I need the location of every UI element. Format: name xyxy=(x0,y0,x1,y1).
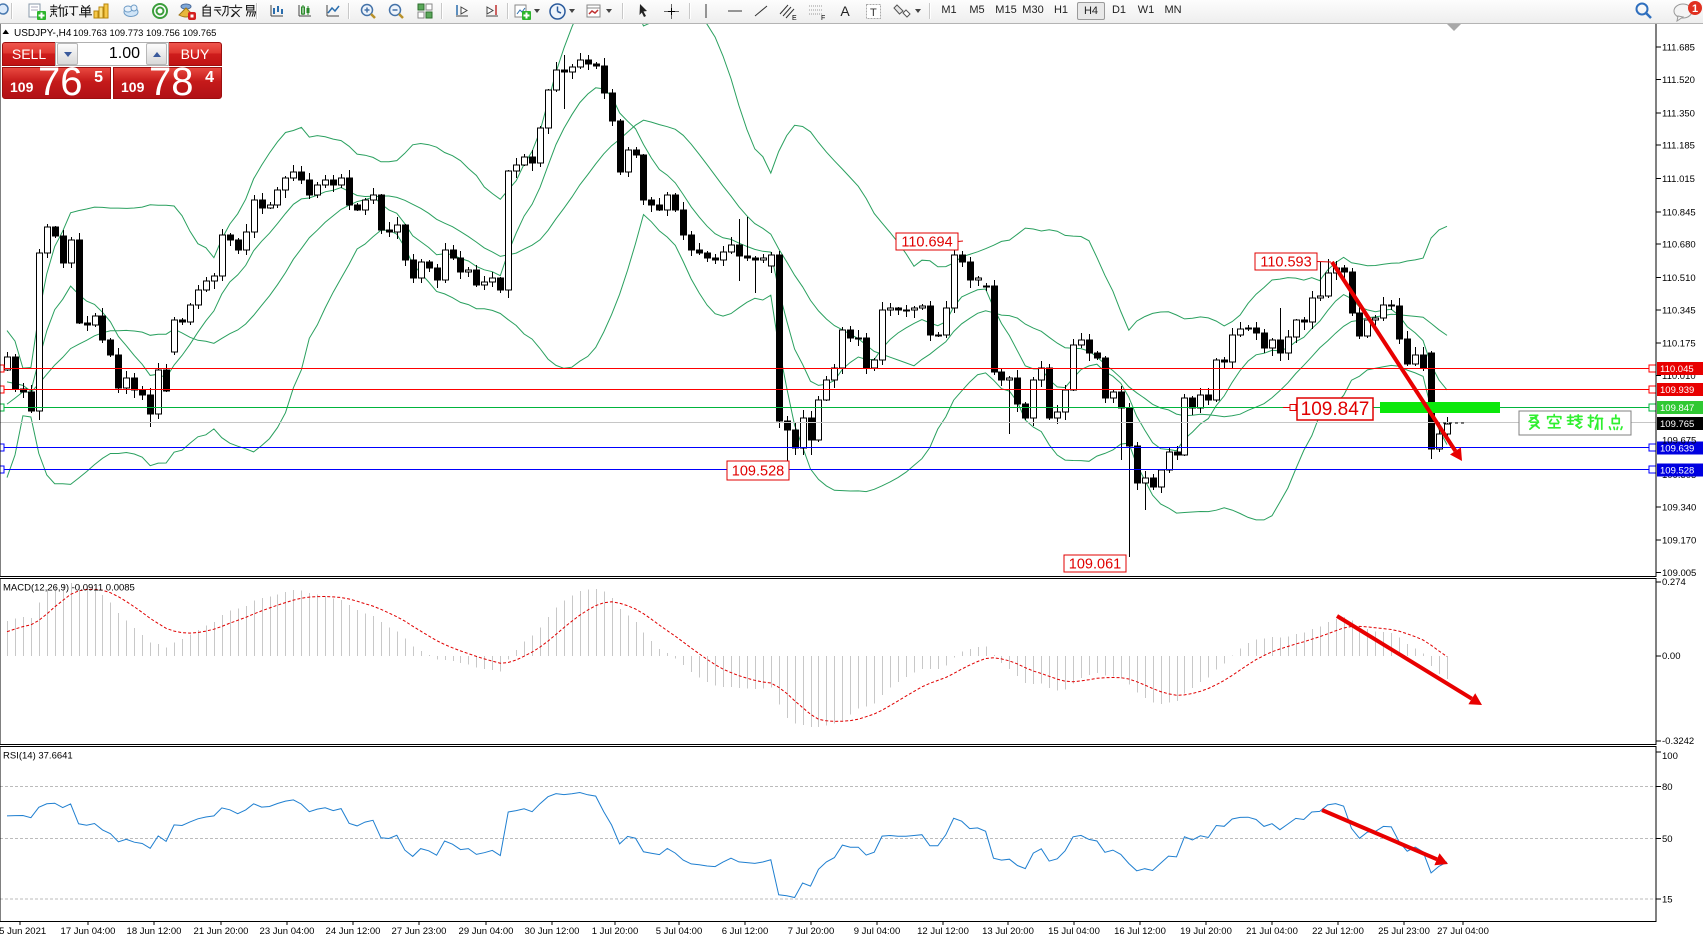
svg-text:0.274: 0.274 xyxy=(1662,577,1686,588)
svg-text:109.528: 109.528 xyxy=(732,464,784,480)
svg-text:109.170: 109.170 xyxy=(1662,536,1696,547)
svg-text:110.010: 110.010 xyxy=(1662,371,1696,382)
svg-text:111.185: 111.185 xyxy=(1662,141,1695,152)
svg-text:1 Jul 20:00: 1 Jul 20:00 xyxy=(592,926,638,937)
svg-text:109.939: 109.939 xyxy=(1660,385,1694,396)
svg-text:7 Jul 20:00: 7 Jul 20:00 xyxy=(788,926,834,937)
svg-text:27 Jun 23:00: 27 Jun 23:00 xyxy=(392,926,447,937)
svg-text:111.520: 111.520 xyxy=(1662,75,1695,86)
svg-text:50: 50 xyxy=(1662,834,1673,845)
svg-text:111.685: 111.685 xyxy=(1662,43,1695,54)
svg-text:109.675: 109.675 xyxy=(1662,436,1696,447)
svg-text:-0.3242: -0.3242 xyxy=(1662,736,1694,747)
svg-text:109.763 109.773 109.756 109.76: 109.763 109.773 109.756 109.765 xyxy=(73,27,216,38)
svg-text:109.639: 109.639 xyxy=(1660,444,1694,455)
svg-text:110.345: 110.345 xyxy=(1662,305,1696,316)
svg-text:USDJPY-,H4: USDJPY-,H4 xyxy=(14,28,72,39)
svg-text:E: E xyxy=(792,15,797,21)
svg-text:109.005: 109.005 xyxy=(1662,568,1696,579)
svg-text:109.765: 109.765 xyxy=(1660,419,1694,430)
svg-text:15 Jun 2021: 15 Jun 2021 xyxy=(0,926,46,937)
svg-text:109.061: 109.061 xyxy=(1069,557,1121,573)
svg-text:25 Jul 23:00: 25 Jul 23:00 xyxy=(1378,926,1430,937)
svg-text:MACD(12,26,9) -0.0911 0.0085: MACD(12,26,9) -0.0911 0.0085 xyxy=(3,583,135,594)
svg-text:29 Jun 04:00: 29 Jun 04:00 xyxy=(459,926,514,937)
svg-text:T: T xyxy=(870,7,877,19)
svg-text:109.528: 109.528 xyxy=(1660,465,1694,476)
svg-text:15 Jul 04:00: 15 Jul 04:00 xyxy=(1048,926,1100,937)
svg-text:110.845: 110.845 xyxy=(1662,207,1696,218)
svg-text:F: F xyxy=(821,15,825,21)
svg-text:109.340: 109.340 xyxy=(1662,502,1696,513)
svg-text:110.175: 110.175 xyxy=(1662,339,1696,350)
svg-text:110.593: 110.593 xyxy=(1260,255,1311,271)
svg-text:109.847: 109.847 xyxy=(1301,399,1370,420)
svg-text:110.694: 110.694 xyxy=(901,235,952,251)
svg-text:110.510: 110.510 xyxy=(1662,273,1696,284)
svg-text:109.847: 109.847 xyxy=(1660,403,1694,414)
svg-text:23 Jun 04:00: 23 Jun 04:00 xyxy=(260,926,315,937)
svg-text:21 Jul 04:00: 21 Jul 04:00 xyxy=(1246,926,1298,937)
svg-text:12 Jul 12:00: 12 Jul 12:00 xyxy=(917,926,969,937)
svg-text:1: 1 xyxy=(1692,3,1698,15)
svg-text:30 Jun 12:00: 30 Jun 12:00 xyxy=(525,926,580,937)
svg-text:16 Jul 12:00: 16 Jul 12:00 xyxy=(1114,926,1166,937)
svg-text:27 Jul 04:00: 27 Jul 04:00 xyxy=(1437,926,1489,937)
svg-text:0.00: 0.00 xyxy=(1662,651,1681,662)
svg-text:15: 15 xyxy=(1662,894,1673,905)
svg-text:111.015: 111.015 xyxy=(1662,174,1695,185)
svg-text:13 Jul 20:00: 13 Jul 20:00 xyxy=(982,926,1034,937)
svg-text:24 Jun 12:00: 24 Jun 12:00 xyxy=(326,926,381,937)
svg-text:9 Jul 04:00: 9 Jul 04:00 xyxy=(854,926,900,937)
svg-text:18 Jun 12:00: 18 Jun 12:00 xyxy=(127,926,182,937)
svg-text:80: 80 xyxy=(1662,782,1673,793)
svg-text:100: 100 xyxy=(1662,751,1678,762)
svg-text:110.045: 110.045 xyxy=(1660,364,1694,375)
svg-text:RSI(14) 37.6641: RSI(14) 37.6641 xyxy=(3,751,73,762)
svg-text:6 Jul 12:00: 6 Jul 12:00 xyxy=(722,926,768,937)
svg-text:110.680: 110.680 xyxy=(1662,240,1696,251)
svg-text:22 Jul 12:00: 22 Jul 12:00 xyxy=(1312,926,1364,937)
svg-text:19 Jul 20:00: 19 Jul 20:00 xyxy=(1180,926,1232,937)
svg-text:111.350: 111.350 xyxy=(1662,108,1695,119)
svg-text:17 Jun 04:00: 17 Jun 04:00 xyxy=(61,926,116,937)
svg-text:5 Jul 04:00: 5 Jul 04:00 xyxy=(656,926,702,937)
svg-text:21 Jun 20:00: 21 Jun 20:00 xyxy=(194,926,249,937)
